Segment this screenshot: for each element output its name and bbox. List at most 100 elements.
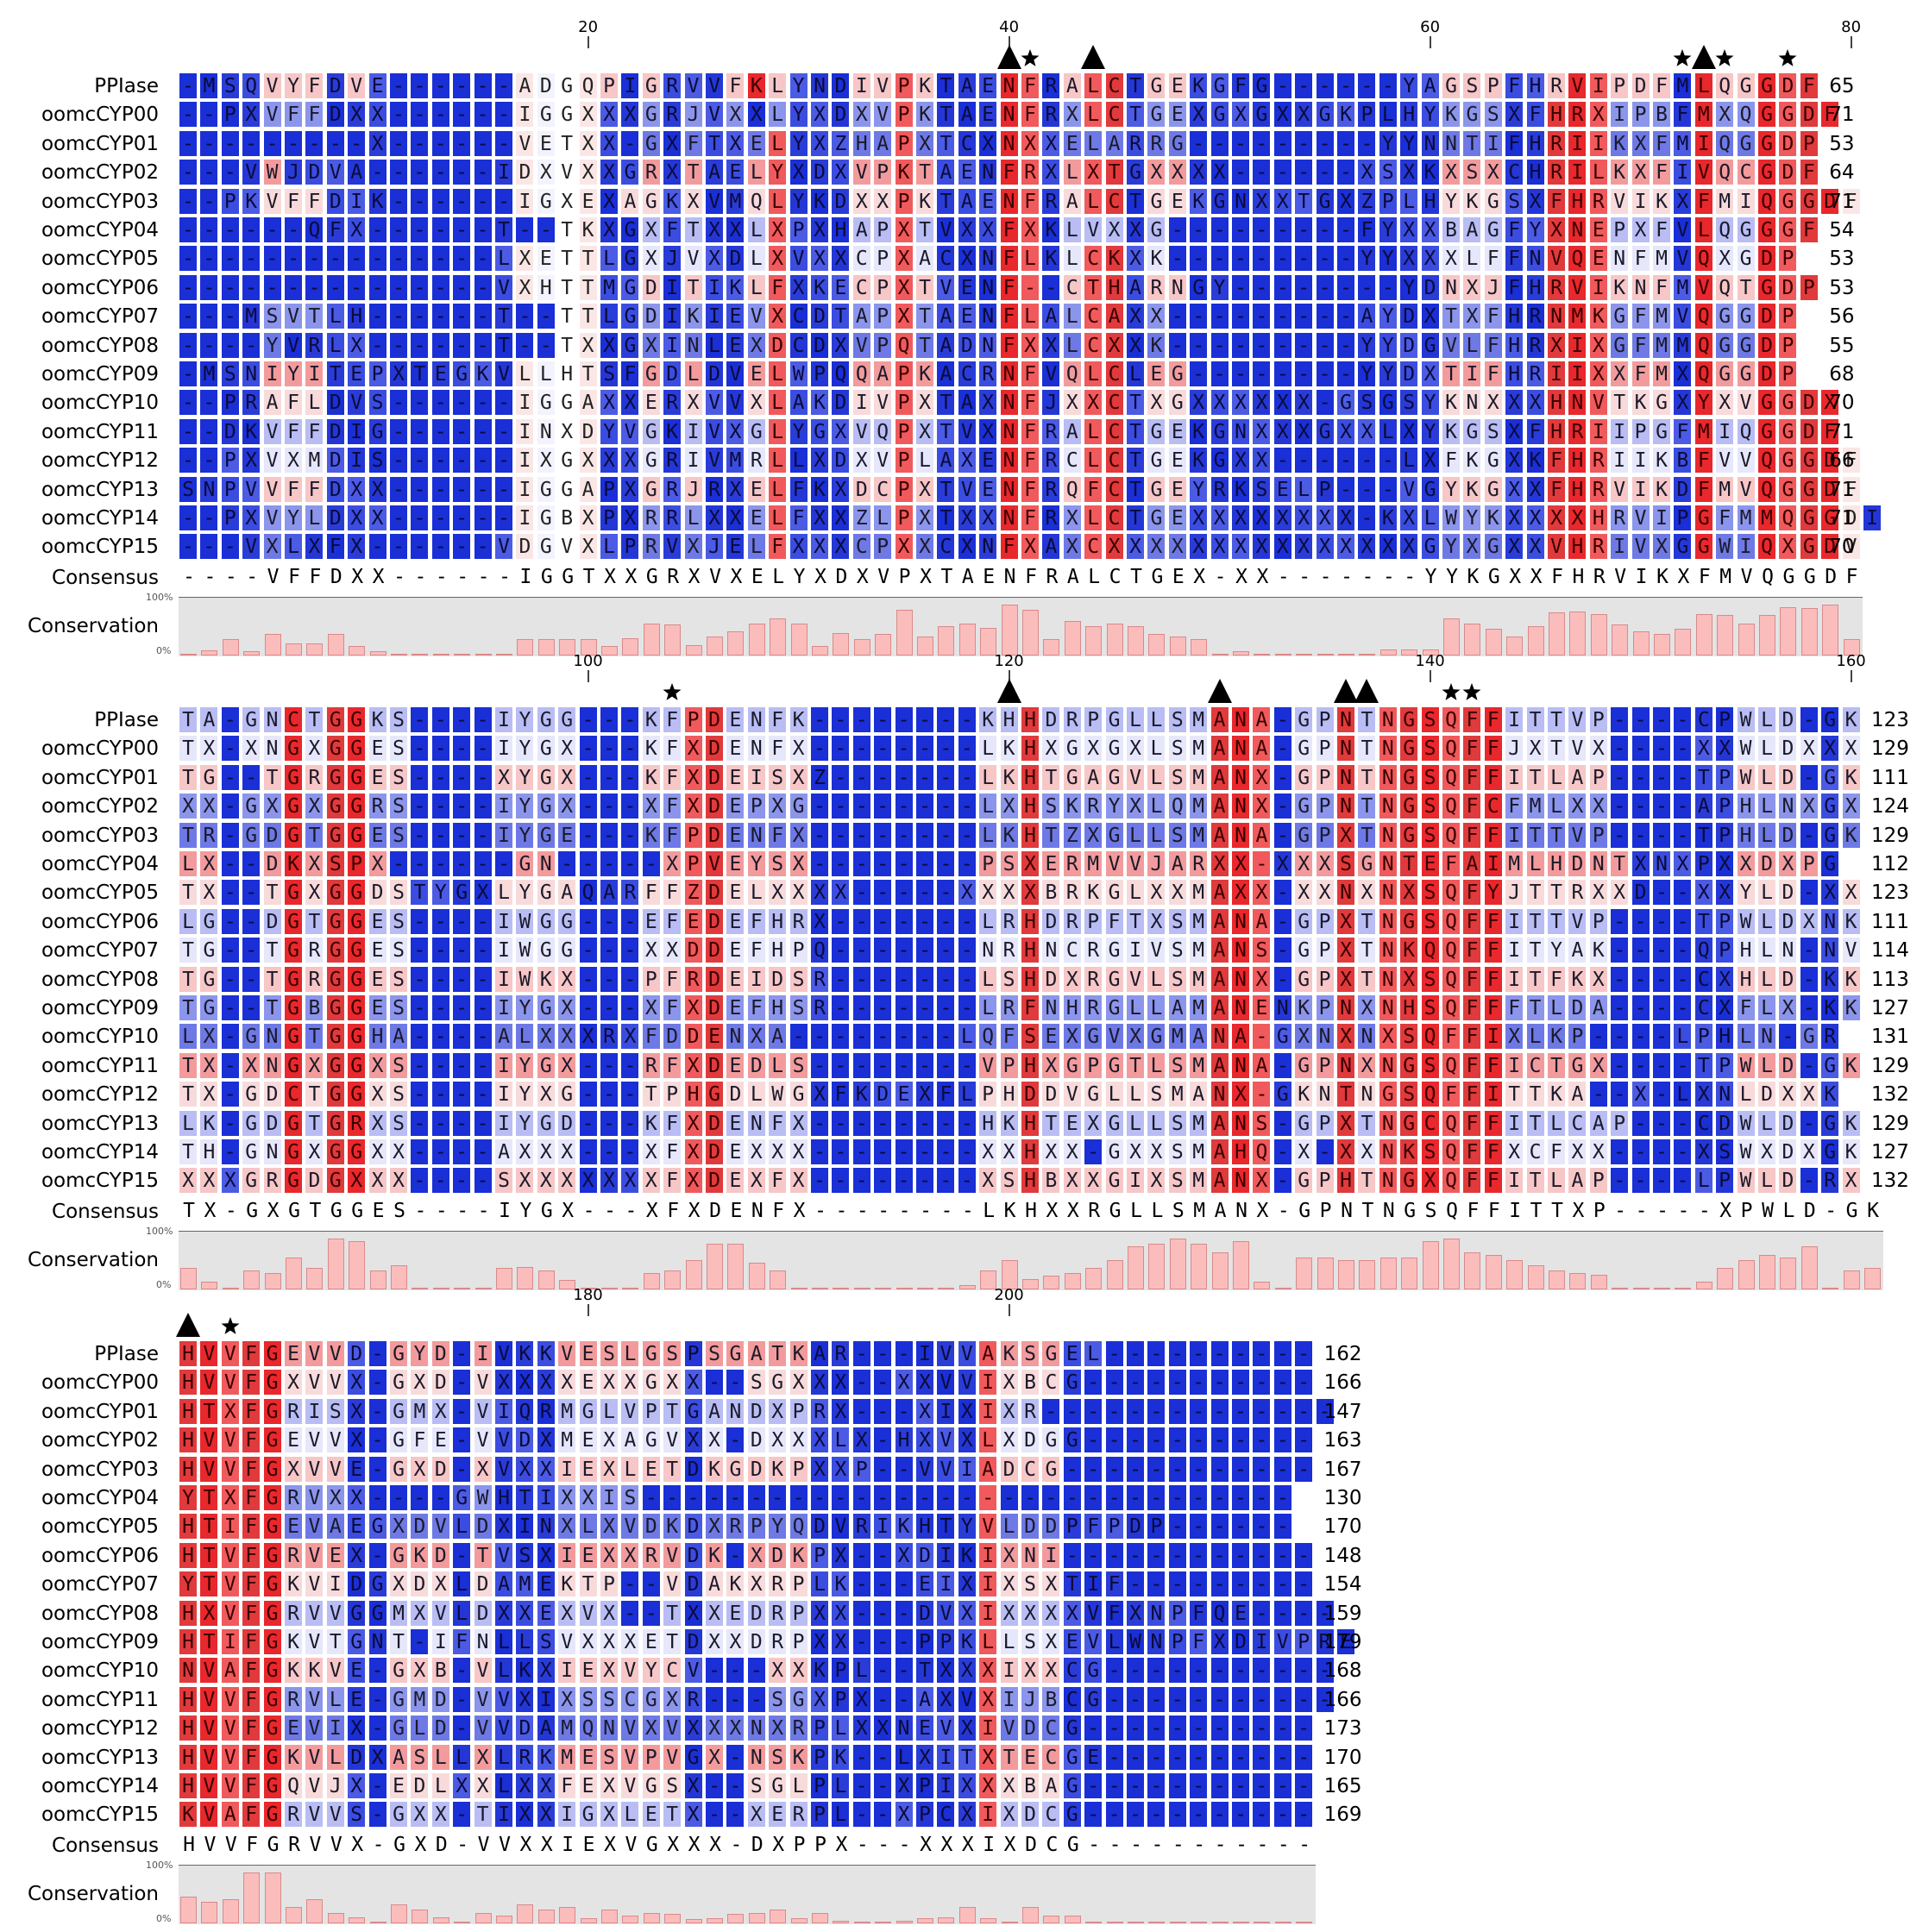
residue-cell: T [199,1513,219,1540]
residue-cell: - [1336,361,1355,387]
residue-cell: G [284,907,303,935]
residue-cell: E [578,1743,598,1771]
residue-cell: P [1778,361,1798,387]
residue-cell: G [1104,937,1124,964]
residue-cell: K [641,821,661,849]
residue-cell: L [430,1743,450,1771]
residue-cell: - [1252,850,1272,877]
consensus-residue: V [204,1833,217,1856]
residue-cell: - [1336,273,1355,301]
residue-cell: D [683,1023,703,1051]
star-marker-icon [1442,683,1461,700]
residue-cell: X [536,1657,556,1684]
residue-cell: X [1778,850,1798,877]
residue-cell: D [347,1340,367,1367]
sequence-name: oomcCYP00 [41,737,159,761]
residue-cell: Y [641,1657,661,1684]
residue-cell: I [494,735,513,762]
consensus-residue: - [372,1833,385,1856]
residue-cell: M [1673,129,1693,157]
residue-cell: - [1231,1340,1250,1367]
residue-cell: T [515,1484,535,1511]
residue-cell: M [1652,303,1671,330]
residue-cell: L [831,1772,851,1799]
residue-cell: E [1336,1628,1355,1655]
residue-cell: N [1147,1628,1166,1655]
residue-cell: - [957,763,977,791]
residue-cell: V [473,1427,493,1454]
residue-cell: - [1167,1772,1187,1799]
residue-cell: K [683,303,703,330]
residue-cell: X [515,1772,535,1799]
residue-cell: B [430,1657,450,1684]
residue-cell: T [1547,821,1566,849]
residue-cell: I [600,1484,619,1511]
residue-cell: D [810,331,829,359]
residue-cell: X [199,735,219,762]
residue-cell: X [810,907,829,935]
residue-cell: - [831,793,851,820]
consensus-residue: N [751,1199,764,1222]
residue-cell: D [515,159,535,186]
residue-count: 159 [1323,1602,1362,1625]
residue-cell: D [705,1109,724,1137]
residue-cell: X [600,1628,619,1655]
residue-cell: X [1588,793,1608,820]
residue-cell: P [746,793,766,820]
residue-cell: I [347,417,367,445]
residue-cell: X [810,1369,829,1396]
residue-cell: N [999,129,1019,157]
residue-cell: I [1126,1167,1145,1195]
residue-cell: - [894,1109,914,1137]
sequence-name: oomcCYP14 [41,1141,159,1164]
residue-cell: - [852,1138,871,1165]
residue-count: 123 [1871,881,1909,905]
residue-cell: G [1273,1023,1292,1051]
residue-count: 53 [1829,276,1855,299]
residue-cell: V [620,1772,640,1799]
conservation-track [179,596,1863,656]
residue-cell: - [1273,1427,1292,1454]
residue-cell: X [1210,159,1229,186]
conservation-bar [1422,649,1439,656]
residue-cell: V [199,1801,219,1828]
residue-cell: L [1147,994,1166,1021]
residue-cell: V [220,1427,240,1454]
residue-cell: - [452,505,472,531]
residue-cell: I [999,1657,1019,1684]
conservation-bar [496,1915,512,1923]
residue-cell: V [1062,1081,1082,1108]
residue-cell: R [810,994,829,1021]
residue-cell: - [1294,447,1314,474]
residue-cell: A [199,706,219,733]
residue-cell: G [1757,159,1776,186]
residue-cell: K [1610,159,1630,186]
residue-cell: - [1231,1772,1250,1799]
residue-cell: I [705,273,724,301]
residue-cell: G [641,361,661,387]
residue-cell: G [1167,389,1187,417]
residue-cell: - [1147,1743,1166,1771]
residue-cell: C [1505,159,1524,186]
residue-cell: F [1505,216,1524,243]
residue-cell: X [852,187,871,215]
residue-cell: - [452,1657,472,1684]
residue-cell: X [1210,389,1229,417]
residue-cell: - [430,187,450,215]
residue-cell: N [1336,793,1355,820]
residue-cell: D [1399,331,1419,359]
residue-cell: - [915,793,934,820]
residue-cell: G [325,907,345,935]
residue-cell: X [494,1513,513,1540]
residue-cell: L [873,505,893,531]
residue-cell: X [600,1513,619,1540]
residue-cell: D [831,447,851,474]
residue-cell: L [1757,965,1776,993]
residue-cell: E [578,1340,598,1367]
conservation-bar [1296,653,1313,656]
residue-cell: G [242,1109,261,1137]
conservation-bar [1254,1921,1271,1923]
residue-cell: - [220,937,240,964]
residue-cell: F [1652,159,1671,186]
residue-cell: V [347,72,367,99]
